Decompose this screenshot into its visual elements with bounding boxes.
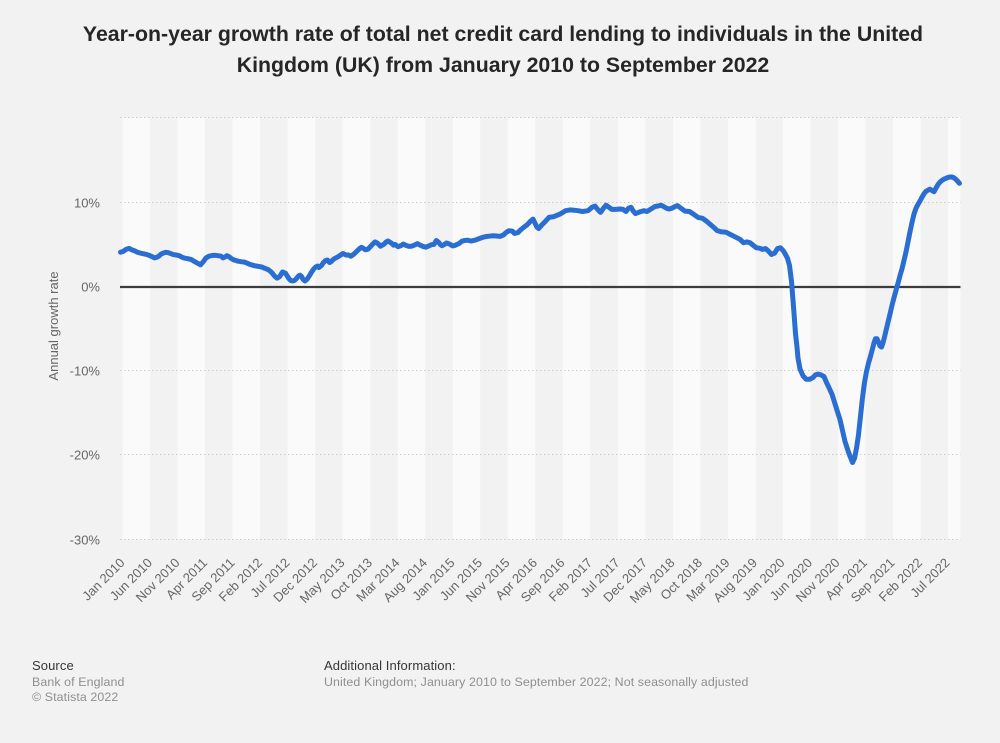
svg-text:-20%: -20% <box>70 447 101 462</box>
svg-text:Annual growth rate: Annual growth rate <box>46 271 61 380</box>
svg-text:10%: 10% <box>74 195 100 210</box>
svg-text:-30%: -30% <box>70 532 101 547</box>
svg-text:-10%: -10% <box>70 363 101 378</box>
svg-text:0%: 0% <box>81 280 100 295</box>
